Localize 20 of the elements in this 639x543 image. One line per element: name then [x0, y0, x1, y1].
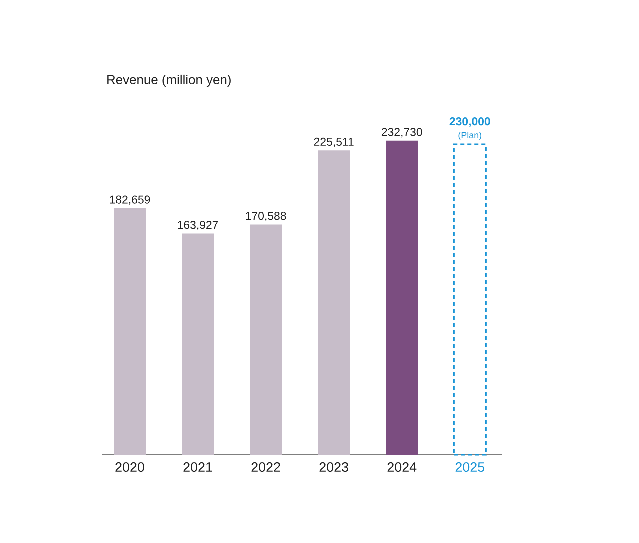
- x-tick-label: 2025: [456, 462, 485, 472]
- annotation: (Plan): [458, 132, 482, 140]
- bar: [250, 224, 282, 455]
- data-label: 163,927: [178, 221, 218, 231]
- chart-title: Revenue (million yen): [108, 74, 231, 88]
- x-tick-label: 2020: [116, 462, 144, 472]
- data-label: 182,659: [110, 196, 150, 206]
- data-label: 232,730: [382, 128, 422, 138]
- bar: [114, 208, 146, 455]
- x-tick-label: 2021: [184, 462, 212, 472]
- x-tick-label: 2024: [388, 462, 417, 472]
- bar: [453, 144, 487, 456]
- x-tick-label: 2023: [320, 462, 348, 472]
- bar: [318, 150, 350, 455]
- bar: [182, 234, 214, 455]
- data-label: 225,511: [314, 138, 354, 148]
- bar: [386, 140, 418, 455]
- x-tick-label: 2022: [252, 462, 280, 472]
- data-label: 230,000: [450, 118, 490, 128]
- data-label: 170,588: [246, 212, 286, 222]
